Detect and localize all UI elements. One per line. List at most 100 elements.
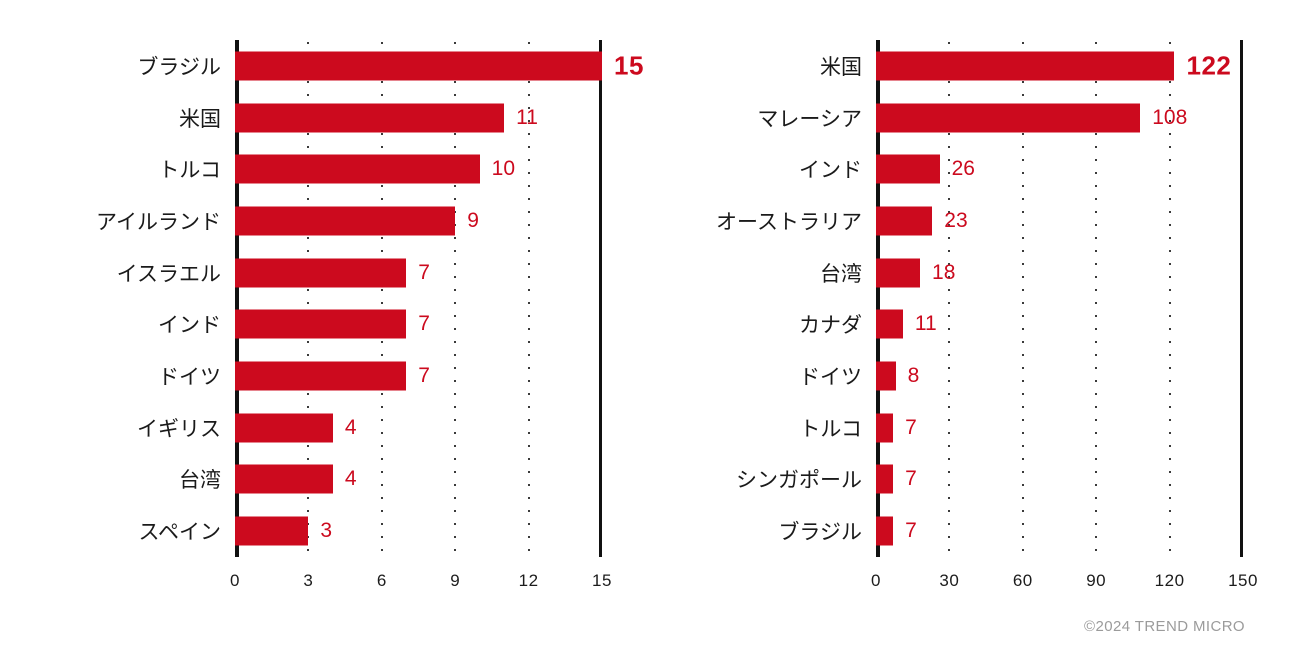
bar-track: 10 <box>235 143 602 195</box>
x-tick-label: 0 <box>871 571 881 590</box>
category-label: ドイツ <box>158 365 221 389</box>
bar-track: 18 <box>876 247 1243 299</box>
x-axis-left: 0 3 6 9 12 15 <box>230 565 611 601</box>
value-label: 9 <box>467 208 479 232</box>
value-label: 23 <box>944 208 968 232</box>
value-label: 4 <box>344 467 357 491</box>
value-label: 7 <box>418 363 430 387</box>
bar <box>876 361 896 391</box>
category-label: 米国 <box>820 55 862 79</box>
category-label: スペイン <box>138 521 221 545</box>
bar-row: トルコ 7 <box>716 402 1243 454</box>
bar <box>876 464 894 494</box>
bar <box>876 51 1175 81</box>
value-label: 7 <box>418 312 430 336</box>
value-label: 7 <box>418 260 430 284</box>
category-label: インド <box>799 159 862 183</box>
max-tick-line <box>1240 40 1243 557</box>
chart-rows-right: 米国 122 マレーシア 108 インド 26 オーストラリア 23 台湾 18 カナダ 11 ドイツ 8… <box>716 40 1243 557</box>
x-tick-label: 6 <box>376 571 387 590</box>
bar <box>235 103 505 133</box>
bar-track: 7 <box>876 505 1243 557</box>
bar <box>876 103 1141 133</box>
x-tick-label: 150 <box>1228 571 1258 590</box>
bar <box>235 154 480 184</box>
bar-track: 7 <box>235 350 602 402</box>
x-tick-label: 90 <box>1086 571 1107 590</box>
value-label: 15 <box>614 50 644 81</box>
value-label: 10 <box>491 157 516 181</box>
category-label: アイルランド <box>96 210 221 234</box>
bar-row: トルコ 10 <box>85 143 602 195</box>
bar-track: 122 <box>876 40 1243 92</box>
bar-row: イギリス 4 <box>85 402 602 454</box>
bar-row: イスラエル 7 <box>85 247 602 299</box>
dotted-gridline <box>380 42 383 557</box>
bar <box>235 51 602 81</box>
category-label: カナダ <box>799 314 862 338</box>
x-tick-label: 9 <box>450 571 461 590</box>
bar-row: マレーシア 108 <box>716 92 1243 144</box>
bar <box>235 206 456 236</box>
value-label: 3 <box>320 519 333 543</box>
bar-row: スペイン 3 <box>85 505 602 557</box>
value-label: 11 <box>914 312 937 336</box>
dotted-gridline <box>307 42 310 557</box>
bar-track: 23 <box>876 195 1243 247</box>
bar-row: オーストラリア 23 <box>716 195 1243 247</box>
bar-track: 9 <box>235 195 602 247</box>
bar <box>235 516 309 546</box>
bar-row: アイルランド 9 <box>85 195 602 247</box>
grid-overlay <box>235 40 602 557</box>
bar-row: 米国 11 <box>85 92 602 144</box>
category-label: ブラジル <box>778 521 862 545</box>
bar-track: 4 <box>235 454 602 506</box>
bar-track: 4 <box>235 402 602 454</box>
bar-track: 7 <box>876 454 1243 506</box>
chart-rows-left: ブラジル 15 米国 11 トルコ 10 アイルランド 9 イスラエル 7 インド 7 ドイツ 7 イギリス… <box>85 40 643 557</box>
x-tick-label: 30 <box>939 571 960 590</box>
value-label: 122 <box>1186 50 1232 81</box>
bar-chart-right: 米国 122 マレーシア 108 インド 26 オーストラリア 23 台湾 18 カナダ 11 ドイツ 8… <box>716 40 1257 601</box>
bar <box>876 413 894 443</box>
value-label: 108 <box>1152 105 1188 129</box>
x-tick-label: 3 <box>303 571 314 590</box>
category-label: オーストラリア <box>716 210 862 234</box>
bar <box>876 309 903 339</box>
bar <box>876 516 894 546</box>
bar-track: 7 <box>235 298 602 350</box>
category-label: ドイツ <box>799 365 862 389</box>
bar-row: インド 26 <box>716 143 1243 195</box>
category-label: マレーシア <box>757 107 862 131</box>
bar <box>235 464 333 494</box>
bar-chart-left: ブラジル 15 米国 11 トルコ 10 アイルランド 9 イスラエル 7 インド 7 ドイツ 7 イギリス… <box>85 40 643 601</box>
dotted-gridline <box>948 42 951 557</box>
category-label: 台湾 <box>179 469 221 493</box>
bar <box>876 206 933 236</box>
x-tick-label: 60 <box>1012 571 1033 590</box>
bar <box>235 258 407 288</box>
bar-row: インド 7 <box>85 298 602 350</box>
category-label: シンガポール <box>736 469 862 493</box>
category-label: トルコ <box>158 159 221 183</box>
bar-row: 台湾 4 <box>85 454 602 506</box>
category-label: トルコ <box>799 417 862 441</box>
bar-track: 7 <box>235 247 602 299</box>
category-label: イスラエル <box>116 262 221 286</box>
bar-row: ブラジル 7 <box>716 505 1243 557</box>
bar-track: 8 <box>876 350 1243 402</box>
category-label: インド <box>158 314 221 338</box>
bar-track: 26 <box>876 143 1243 195</box>
x-tick-label: 12 <box>518 571 539 590</box>
dotted-gridline <box>454 42 457 557</box>
max-tick-line <box>599 40 602 557</box>
category-label: 台湾 <box>820 262 862 286</box>
bar <box>235 361 407 391</box>
bar-track: 11 <box>235 92 602 144</box>
x-tick-label: 0 <box>230 571 240 590</box>
value-label: 7 <box>905 519 917 543</box>
dotted-gridline <box>527 42 530 557</box>
value-label: 7 <box>905 415 917 439</box>
bar-row: ドイツ 8 <box>716 350 1243 402</box>
